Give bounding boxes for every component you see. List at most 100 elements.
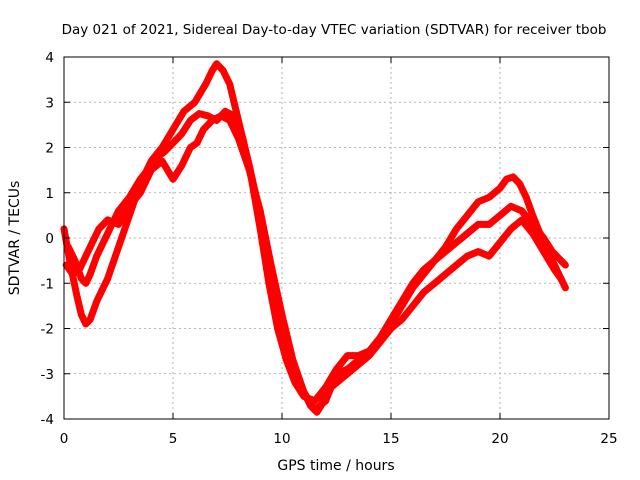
data-point-marker bbox=[545, 257, 553, 265]
data-point-marker bbox=[537, 243, 545, 251]
x-tick-label: 0 bbox=[60, 431, 69, 447]
data-point-marker bbox=[243, 158, 251, 166]
data-point-marker bbox=[166, 171, 174, 179]
data-point-marker bbox=[560, 282, 568, 290]
data-point-marker bbox=[516, 180, 524, 188]
data-point-marker bbox=[98, 241, 106, 249]
data-point-marker bbox=[115, 243, 122, 251]
data-point-marker bbox=[285, 362, 293, 370]
data-point-marker bbox=[80, 255, 88, 263]
data-point-marker bbox=[109, 259, 117, 267]
data-point-marker bbox=[73, 293, 81, 301]
data-point-marker bbox=[77, 262, 85, 270]
data-point-marker bbox=[230, 125, 238, 133]
data-point-marker bbox=[66, 246, 74, 254]
data-point-marker bbox=[280, 348, 288, 356]
x-tick-labels: 0 5 10 15 20 25 bbox=[60, 431, 618, 447]
data-point-marker bbox=[216, 63, 224, 71]
data-point-marker bbox=[287, 367, 295, 375]
data-point-marker bbox=[112, 251, 120, 259]
data-point-marker bbox=[308, 401, 316, 409]
data-point-marker bbox=[303, 392, 311, 400]
data-point-marker bbox=[264, 248, 272, 256]
data-point-marker bbox=[294, 372, 302, 380]
data-point-marker bbox=[83, 249, 91, 257]
data-point-marker bbox=[169, 125, 177, 133]
data-point-marker bbox=[125, 193, 133, 201]
data-point-marker bbox=[136, 189, 144, 197]
data-point-marker bbox=[283, 334, 291, 342]
data-point-marker bbox=[191, 140, 199, 148]
data-point-marker bbox=[324, 390, 332, 398]
data-point-marker bbox=[267, 261, 275, 269]
data-point-marker bbox=[142, 177, 150, 185]
y-axis-label: SDTVAR / TECUs bbox=[7, 181, 23, 296]
data-point-marker bbox=[517, 183, 525, 191]
data-point-marker bbox=[98, 286, 106, 294]
data-point-marker bbox=[221, 70, 229, 78]
data-point-marker bbox=[275, 298, 283, 306]
data-point-marker bbox=[144, 172, 152, 180]
data-point-marker bbox=[202, 80, 210, 88]
data-point-marker bbox=[91, 302, 99, 310]
data-point-marker bbox=[289, 356, 297, 364]
data-point-marker bbox=[519, 186, 527, 194]
data-point-marker bbox=[531, 234, 539, 242]
data-point-marker bbox=[68, 250, 76, 258]
data-point-marker bbox=[139, 183, 147, 191]
data-point-marker bbox=[507, 173, 515, 181]
data-point-marker bbox=[76, 306, 84, 314]
data-point-marker bbox=[219, 67, 227, 75]
series-track-c bbox=[62, 112, 565, 414]
data-point-marker bbox=[525, 202, 533, 210]
data-point-marker bbox=[224, 77, 232, 85]
data-point-marker bbox=[123, 207, 131, 215]
data-point-marker bbox=[213, 60, 221, 68]
axis-ticks bbox=[63, 56, 610, 420]
data-point-marker bbox=[69, 253, 77, 261]
data-point-marker bbox=[88, 311, 96, 319]
data-point-marker bbox=[159, 149, 167, 157]
x-tick-label: 15 bbox=[382, 431, 399, 447]
data-point-marker bbox=[401, 293, 409, 301]
data-point-marker bbox=[392, 306, 400, 314]
data-point-marker bbox=[182, 153, 190, 161]
data-point-marker bbox=[406, 284, 414, 292]
data-point-marker bbox=[230, 98, 238, 106]
data-point-marker bbox=[278, 340, 286, 348]
data-point-marker bbox=[282, 356, 290, 364]
data-point-marker bbox=[112, 213, 120, 221]
data-point-marker bbox=[560, 260, 568, 268]
data-point-marker bbox=[232, 130, 240, 138]
y-tick-label: -4 bbox=[41, 412, 54, 428]
data-point-marker bbox=[214, 61, 222, 69]
data-point-marker bbox=[85, 317, 93, 325]
data-point-marker bbox=[117, 216, 125, 224]
data-point-marker bbox=[178, 162, 186, 170]
data-point-marker bbox=[74, 297, 82, 305]
data-point-marker bbox=[234, 134, 242, 142]
data-point-marker bbox=[158, 157, 166, 165]
data-point-marker bbox=[106, 267, 114, 275]
data-point-marker bbox=[226, 80, 234, 88]
x-tick-label: 20 bbox=[491, 431, 508, 447]
data-point-marker bbox=[86, 270, 94, 278]
data-point-marker bbox=[104, 275, 112, 283]
data-point-marker bbox=[509, 173, 517, 181]
data-point-marker bbox=[172, 121, 180, 129]
data-point-marker bbox=[131, 184, 139, 192]
data-point-marker bbox=[395, 302, 403, 310]
series-markers bbox=[62, 112, 563, 414]
data-point-marker bbox=[161, 162, 169, 170]
data-point-marker bbox=[222, 73, 230, 81]
data-point-marker bbox=[271, 313, 279, 321]
chart-title: Day 021 of 2021, Sidereal Day-to-day VTE… bbox=[62, 22, 607, 38]
data-point-marker bbox=[184, 148, 192, 156]
data-point-marker bbox=[256, 207, 264, 215]
data-point-marker bbox=[196, 89, 204, 97]
data-point-marker bbox=[390, 311, 398, 319]
data-point-marker bbox=[89, 261, 97, 269]
data-point-marker bbox=[506, 174, 514, 182]
data-point-marker bbox=[512, 176, 520, 184]
